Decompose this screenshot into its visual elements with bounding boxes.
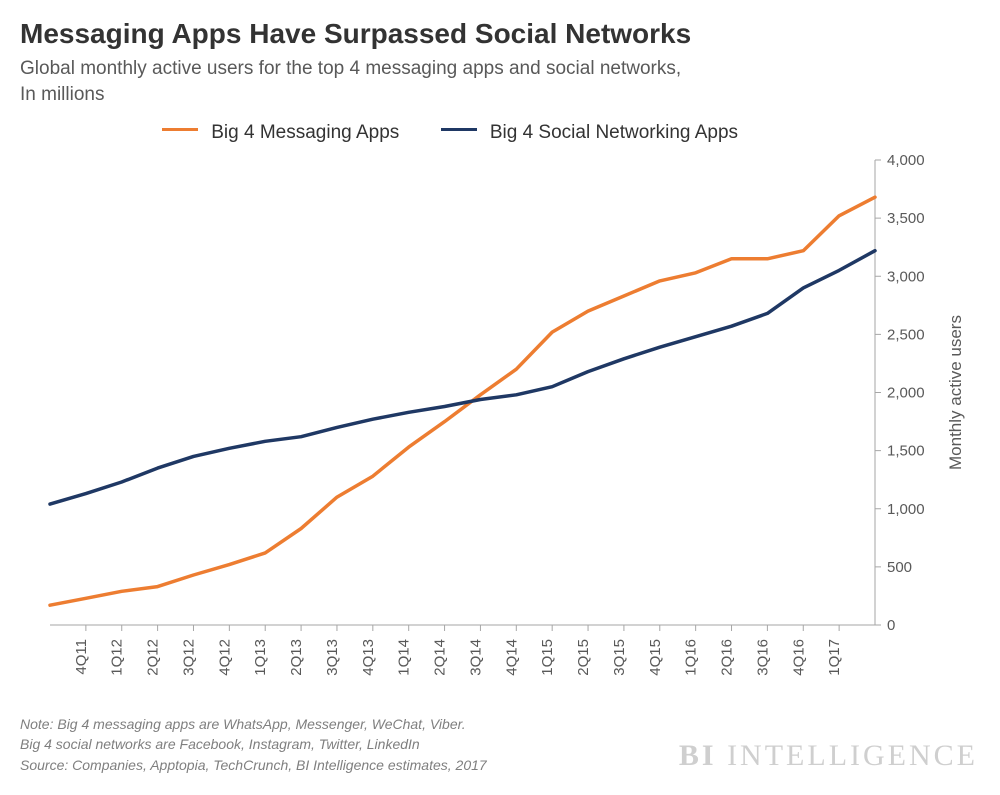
subtitle-line2: In millions	[20, 84, 104, 105]
svg-text:1Q17: 1Q17	[826, 639, 843, 676]
brand-bold: BI	[679, 739, 717, 772]
svg-text:3Q14: 3Q14	[467, 639, 484, 676]
legend-label-social: Big 4 Social Networking Apps	[490, 122, 738, 143]
brand-watermark: BI INTELLIGENCE	[679, 739, 978, 773]
svg-text:3,500: 3,500	[887, 210, 925, 227]
svg-text:1Q16: 1Q16	[683, 639, 700, 676]
svg-text:500: 500	[887, 559, 912, 576]
svg-text:2Q15: 2Q15	[575, 639, 592, 676]
legend-label-messaging: Big 4 Messaging Apps	[211, 122, 399, 143]
legend-item-messaging: Big 4 Messaging Apps	[162, 122, 399, 144]
svg-text:2Q14: 2Q14	[432, 639, 449, 676]
note-line1: Note: Big 4 messaging apps are WhatsApp,…	[20, 714, 487, 734]
subtitle-line1: Global monthly active users for the top …	[20, 58, 681, 79]
brand-rest: INTELLIGENCE	[717, 739, 978, 772]
svg-text:2Q16: 2Q16	[719, 639, 736, 676]
svg-text:2Q12: 2Q12	[145, 639, 162, 676]
chart-area: 0 500 1,000 1,500 2,000 2,500 3,000 3,500 4,000 M…	[20, 155, 980, 695]
line-chart: 0 500 1,000 1,500 2,000 2,500 3,000 3,500 4,000 M…	[20, 155, 980, 695]
svg-text:1Q15: 1Q15	[539, 639, 556, 676]
legend-swatch-messaging	[162, 128, 198, 131]
chart-subtitle: Global monthly active users for the top …	[20, 56, 681, 107]
svg-text:4Q11: 4Q11	[73, 639, 90, 675]
svg-text:4Q12: 4Q12	[216, 639, 233, 676]
svg-text:3,000: 3,000	[887, 268, 925, 285]
svg-text:Monthly active users: Monthly active users	[946, 315, 965, 470]
svg-text:0: 0	[887, 617, 895, 634]
svg-text:2,000: 2,000	[887, 385, 925, 402]
chart-title: Messaging Apps Have Surpassed Social Net…	[20, 18, 691, 50]
svg-text:4,000: 4,000	[887, 155, 925, 169]
svg-text:2Q13: 2Q13	[288, 639, 305, 676]
svg-text:1Q14: 1Q14	[396, 639, 413, 676]
svg-text:4Q13: 4Q13	[360, 639, 377, 676]
note-line2: Big 4 social networks are Facebook, Inst…	[20, 734, 487, 754]
svg-text:1Q12: 1Q12	[109, 639, 126, 676]
legend-swatch-social	[441, 128, 477, 131]
svg-text:4Q16: 4Q16	[790, 639, 807, 676]
svg-text:3Q12: 3Q12	[180, 639, 197, 676]
svg-text:3Q16: 3Q16	[754, 639, 771, 676]
legend-item-social: Big 4 Social Networking Apps	[441, 122, 738, 144]
svg-text:1Q13: 1Q13	[252, 639, 269, 676]
svg-text:4Q14: 4Q14	[503, 639, 520, 676]
chart-notes: Note: Big 4 messaging apps are WhatsApp,…	[20, 714, 487, 775]
svg-text:2,500: 2,500	[887, 326, 925, 343]
legend: Big 4 Messaging Apps Big 4 Social Networ…	[0, 122, 900, 144]
note-line3: Source: Companies, Apptopia, TechCrunch,…	[20, 755, 487, 775]
svg-text:1,500: 1,500	[887, 443, 925, 460]
svg-text:3Q15: 3Q15	[611, 639, 628, 676]
svg-text:4Q15: 4Q15	[647, 639, 664, 676]
svg-text:1,000: 1,000	[887, 501, 925, 518]
svg-text:3Q13: 3Q13	[324, 639, 341, 676]
